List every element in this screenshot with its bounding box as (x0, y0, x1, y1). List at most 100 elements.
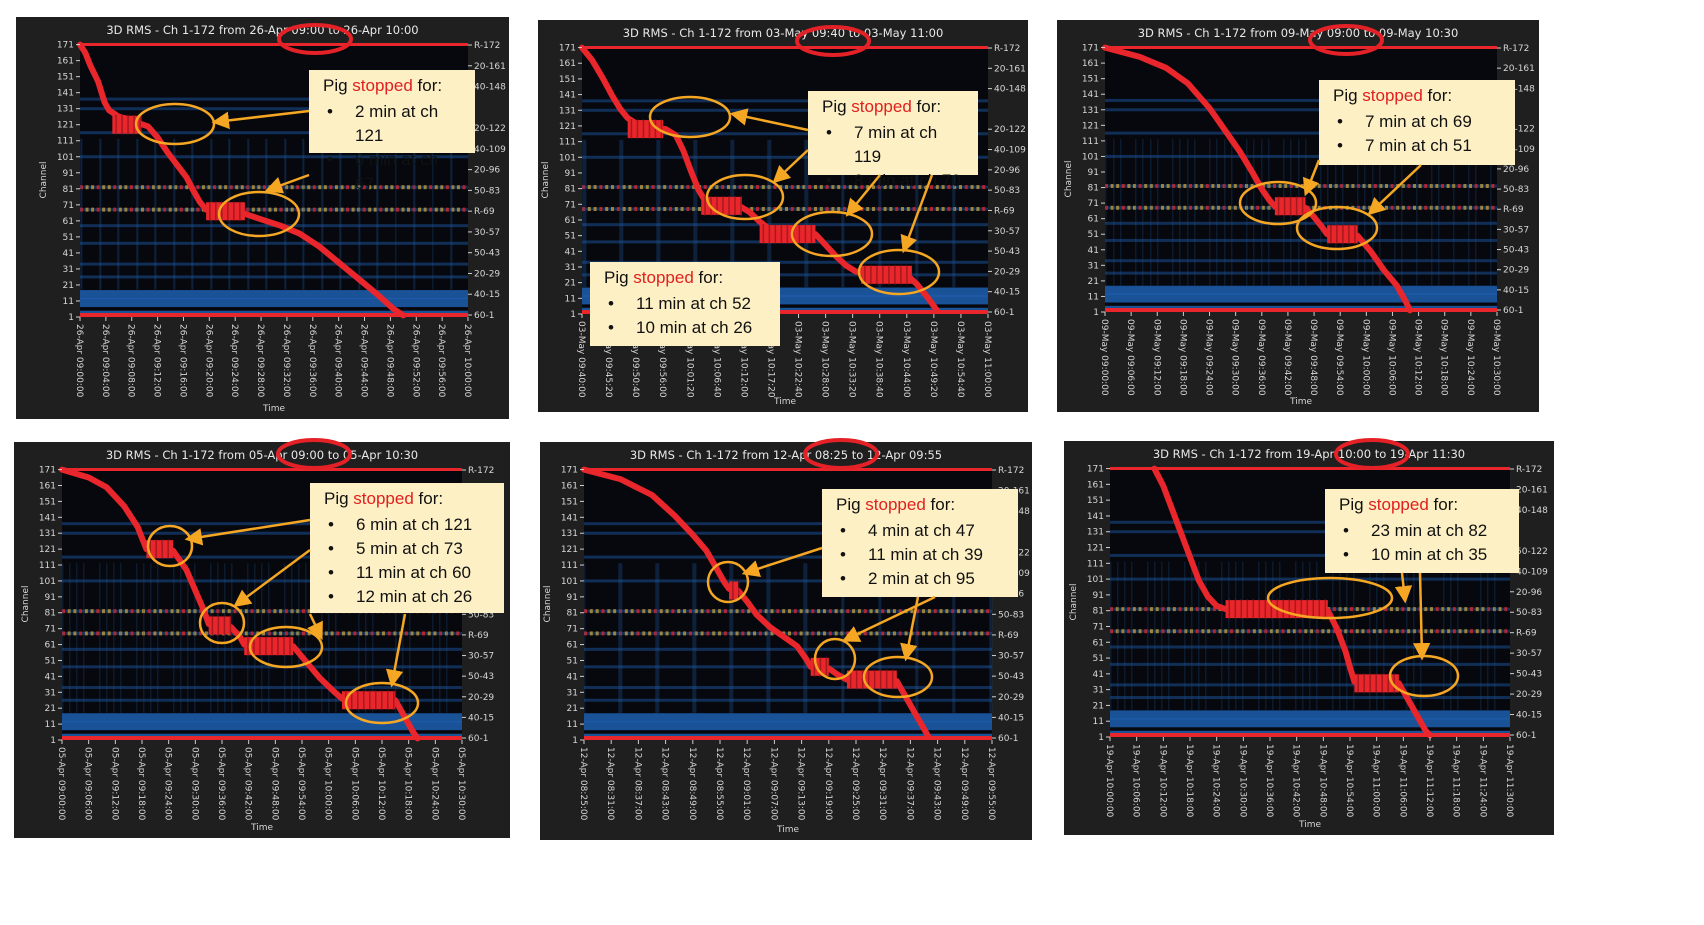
noise-dot (113, 609, 117, 614)
pig-stop (701, 196, 742, 215)
x-axis-label: Time (262, 404, 285, 414)
y-tick-label: 1 (50, 736, 56, 746)
noise-dot (147, 609, 151, 614)
noise-streak (1261, 139, 1263, 286)
noise-dot (1195, 629, 1199, 634)
noise-band (80, 275, 468, 279)
noise-dot (671, 631, 675, 636)
right-tick-label: 30-57 (468, 652, 494, 662)
noise-streak (1450, 561, 1452, 710)
noise-dot (1295, 184, 1299, 188)
noise-dot (587, 185, 591, 190)
x-tick-label: 26-Apr 09:08:00 (126, 324, 136, 398)
noise-band (582, 99, 988, 103)
y-tick-label: 11 (1088, 292, 1099, 302)
noise-dot (957, 609, 961, 614)
noise-dot (1211, 205, 1215, 210)
y-tick-label: 151 (559, 75, 576, 85)
noise-streak (618, 563, 620, 713)
noise-dot (342, 631, 345, 636)
noise-streak (432, 563, 434, 713)
noise-dot (669, 185, 672, 190)
noise-streak (451, 138, 453, 290)
noise-dot (1429, 205, 1433, 210)
noise-streak (1205, 561, 1207, 710)
noise-dot (1172, 205, 1176, 210)
noise-dot (96, 207, 100, 212)
stop-striation (345, 690, 347, 711)
noise-dot (688, 631, 692, 636)
x-tick-label: 26-Apr 10:00:00 (462, 324, 472, 398)
noise-dot (659, 609, 663, 614)
note-4-heading: Pig stopped for: (324, 489, 444, 508)
x-tick-label: 09-May 10:18:00 (1439, 319, 1449, 396)
y-tick-label: 121 (559, 122, 576, 132)
stop-striation (774, 224, 777, 245)
stop-striation (1264, 599, 1267, 620)
noise-dot (587, 206, 591, 211)
y-tick-label: 121 (57, 121, 74, 131)
note-3-heading: Pig stopped for: (1333, 86, 1453, 105)
noise-band (80, 310, 468, 314)
noise-dot (235, 185, 239, 190)
noise-dot (1239, 205, 1243, 210)
noise-dot (712, 631, 716, 636)
noise-dot (146, 185, 150, 190)
noise-dot (307, 207, 311, 212)
stop-striation (885, 669, 888, 690)
noise-band (1105, 285, 1497, 295)
note-1-heading: Pig stopped for: (323, 76, 443, 95)
noise-streak (1235, 561, 1237, 710)
noise-dot (808, 206, 812, 211)
x-tick-label: 26-Apr 09:24:00 (229, 324, 239, 398)
noise-dot (262, 609, 265, 614)
noise-dot (401, 207, 405, 212)
noise-streak (767, 563, 769, 713)
noise-dot (96, 609, 100, 614)
noise-dot (256, 609, 260, 614)
noise-dot (770, 631, 774, 636)
noise-dot (970, 206, 974, 211)
noise-dot (758, 609, 762, 614)
y-tick-label: 131 (39, 529, 56, 539)
top-channel-line (584, 468, 992, 471)
noise-dot (113, 631, 117, 636)
noise-dot (1351, 205, 1355, 210)
noise-dot (1447, 629, 1451, 634)
noise-dot (152, 185, 156, 190)
noise-dot (640, 206, 643, 211)
noise-dot (251, 207, 255, 212)
noise-dot (669, 206, 672, 211)
x-tick-label: 05-Apr 09:24:00 (163, 747, 173, 821)
noise-dot (848, 206, 852, 211)
right-tick-label: 40-15 (468, 713, 494, 723)
y-tick-label: 101 (561, 577, 578, 587)
noise-dot (828, 609, 832, 614)
stop-striation (1276, 599, 1279, 620)
right-tick-label: 60-1 (1503, 306, 1523, 316)
noise-streak (376, 138, 378, 290)
y-tick-label: 11 (565, 294, 576, 304)
noise-band (582, 260, 988, 264)
chart-panel-3: 3D RMS - Ch 1-172 from 09-May 09:00 to 0… (1057, 20, 1539, 412)
noise-streak (377, 138, 379, 290)
note-5: Pig stopped for: 4 min at ch 47 11 min a… (822, 489, 1018, 597)
noise-dot (1424, 607, 1428, 612)
noise-dot (863, 609, 867, 614)
noise-streak (321, 138, 323, 290)
noise-dot (892, 609, 896, 614)
noise-dot (729, 631, 733, 636)
noise-dot (735, 631, 739, 636)
y-tick-label: 171 (57, 41, 74, 51)
noise-dot (1178, 607, 1182, 612)
right-tick-label: R-69 (468, 631, 489, 641)
noise-band (80, 107, 468, 111)
y-tick-label: 41 (567, 672, 578, 682)
noise-dot (674, 206, 678, 211)
y-tick-label: 151 (1082, 75, 1099, 85)
y-tick-label: 11 (567, 720, 578, 730)
right-tick-label: 20-161 (474, 62, 506, 72)
x-tick-label: 09-May 09:48:00 (1308, 319, 1318, 396)
noise-dot (933, 609, 937, 614)
note-1-item: 2 min at ch 121 (323, 100, 461, 148)
